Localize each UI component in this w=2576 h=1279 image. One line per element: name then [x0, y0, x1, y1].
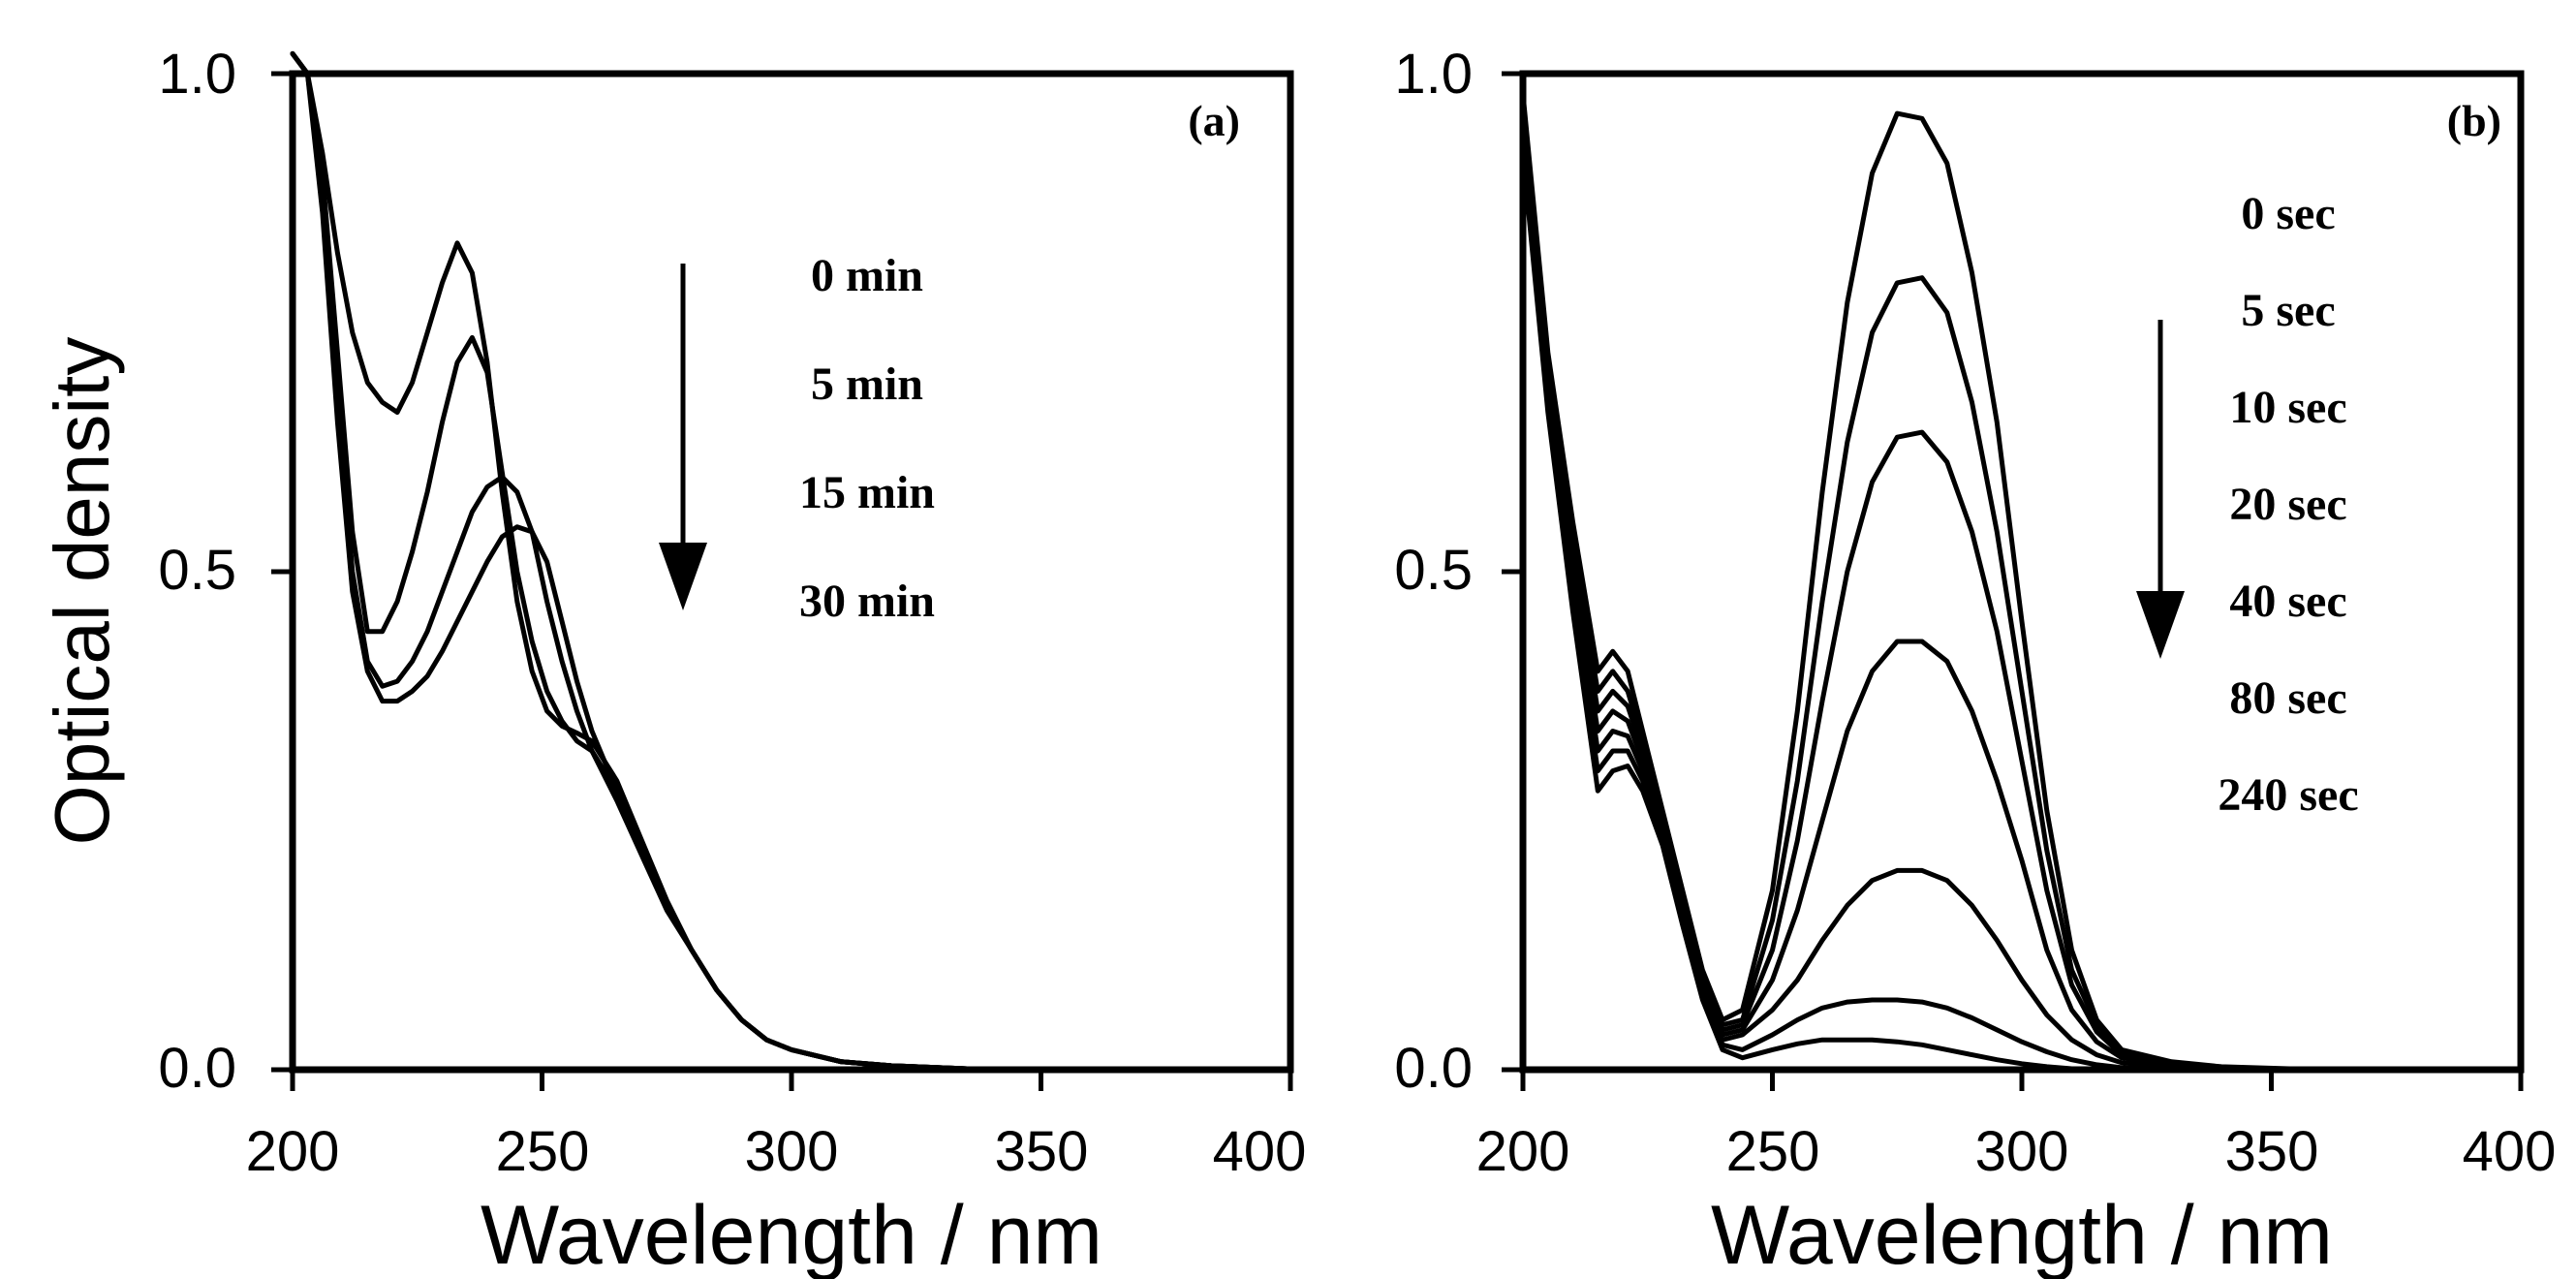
panel-a-legend-1: 5 min	[811, 359, 923, 410]
panel-a-series-3	[290, 50, 1293, 1073]
panel-a-ticks	[271, 71, 1293, 1091]
panel-a-trend-arrow-head	[659, 543, 707, 610]
panel-a-series-2	[290, 50, 1293, 1073]
panel-a-ylabel: Optical density	[39, 337, 125, 846]
panel-a-xtick-0: 200	[246, 1120, 340, 1183]
panel-b-legend-3: 20 sec	[2229, 479, 2346, 530]
panel-b: (b) 0.0 0.5 1.0 200 250 300 350 400 Wave…	[1394, 43, 2556, 1279]
panel-b-xtick-2: 300	[1975, 1120, 2069, 1183]
panel-a-xtick-2: 300	[745, 1120, 839, 1183]
panel-a-xtick-1: 250	[496, 1120, 590, 1183]
panel-a-tag: (a)	[1188, 96, 1240, 145]
panel-b-legend-6: 240 sec	[2218, 769, 2358, 821]
panel-b-xtick-1: 250	[1726, 1120, 1820, 1183]
panel-a-series-group	[290, 50, 1293, 1073]
panel-b-series-3	[1520, 120, 2524, 1073]
panel-b-ytick-0: 0.0	[1394, 1037, 1473, 1100]
panel-b-ytick-2: 1.0	[1394, 43, 1473, 106]
panel-a-legend-3: 30 min	[799, 576, 935, 627]
panel-b-series-1	[1520, 101, 2524, 1073]
panel-b-tag: (b)	[2447, 96, 2501, 145]
panel-b-xtick-4: 400	[2463, 1120, 2557, 1183]
panel-b-series-2	[1520, 110, 2524, 1073]
panel-b-xtick-3: 350	[2225, 1120, 2319, 1183]
panel-b-series-6	[1520, 150, 2524, 1073]
panel-b-xtick-0: 200	[1476, 1120, 1570, 1183]
panel-a-xtick-3: 350	[995, 1120, 1089, 1183]
panel-b-xlabel: Wavelength / nm	[1711, 1189, 2333, 1279]
panel-a-ytick-1: 0.5	[158, 539, 236, 602]
panel-b-ytick-1: 0.5	[1394, 539, 1473, 602]
panel-b-series-group	[1520, 91, 2524, 1073]
panel-b-trend-arrow-head	[2136, 591, 2185, 659]
panel-b-legend-1: 5 sec	[2241, 285, 2335, 336]
panel-b-frame	[1519, 70, 2525, 1074]
panel-b-legend-5: 80 sec	[2229, 672, 2346, 724]
panel-a-ytick-2: 1.0	[158, 43, 236, 106]
panel-a-series-1	[290, 50, 1293, 1073]
panel-a-xtick-4: 400	[1213, 1120, 1307, 1183]
panel-b-series-5	[1520, 140, 2524, 1073]
panel-a-legend-0: 0 min	[811, 250, 923, 301]
panel-a: (a) 0.0 0.5 1.0 200 250 300 350 400 Wave…	[39, 43, 1306, 1279]
panel-a-frame	[289, 70, 1294, 1074]
panel-a-legend-2: 15 min	[799, 467, 935, 518]
panel-b-series-0	[1520, 91, 2524, 1073]
panel-b-legend-2: 10 sec	[2229, 382, 2346, 433]
panel-b-series-4	[1520, 131, 2524, 1073]
panel-b-legend-0: 0 sec	[2241, 188, 2335, 239]
panel-a-series-0	[290, 50, 1293, 1073]
panel-a-xlabel: Wavelength / nm	[481, 1189, 1102, 1279]
panel-a-ytick-0: 0.0	[158, 1037, 236, 1100]
panel-b-legend-4: 40 sec	[2229, 576, 2346, 627]
panel-b-ticks	[1502, 71, 2524, 1091]
